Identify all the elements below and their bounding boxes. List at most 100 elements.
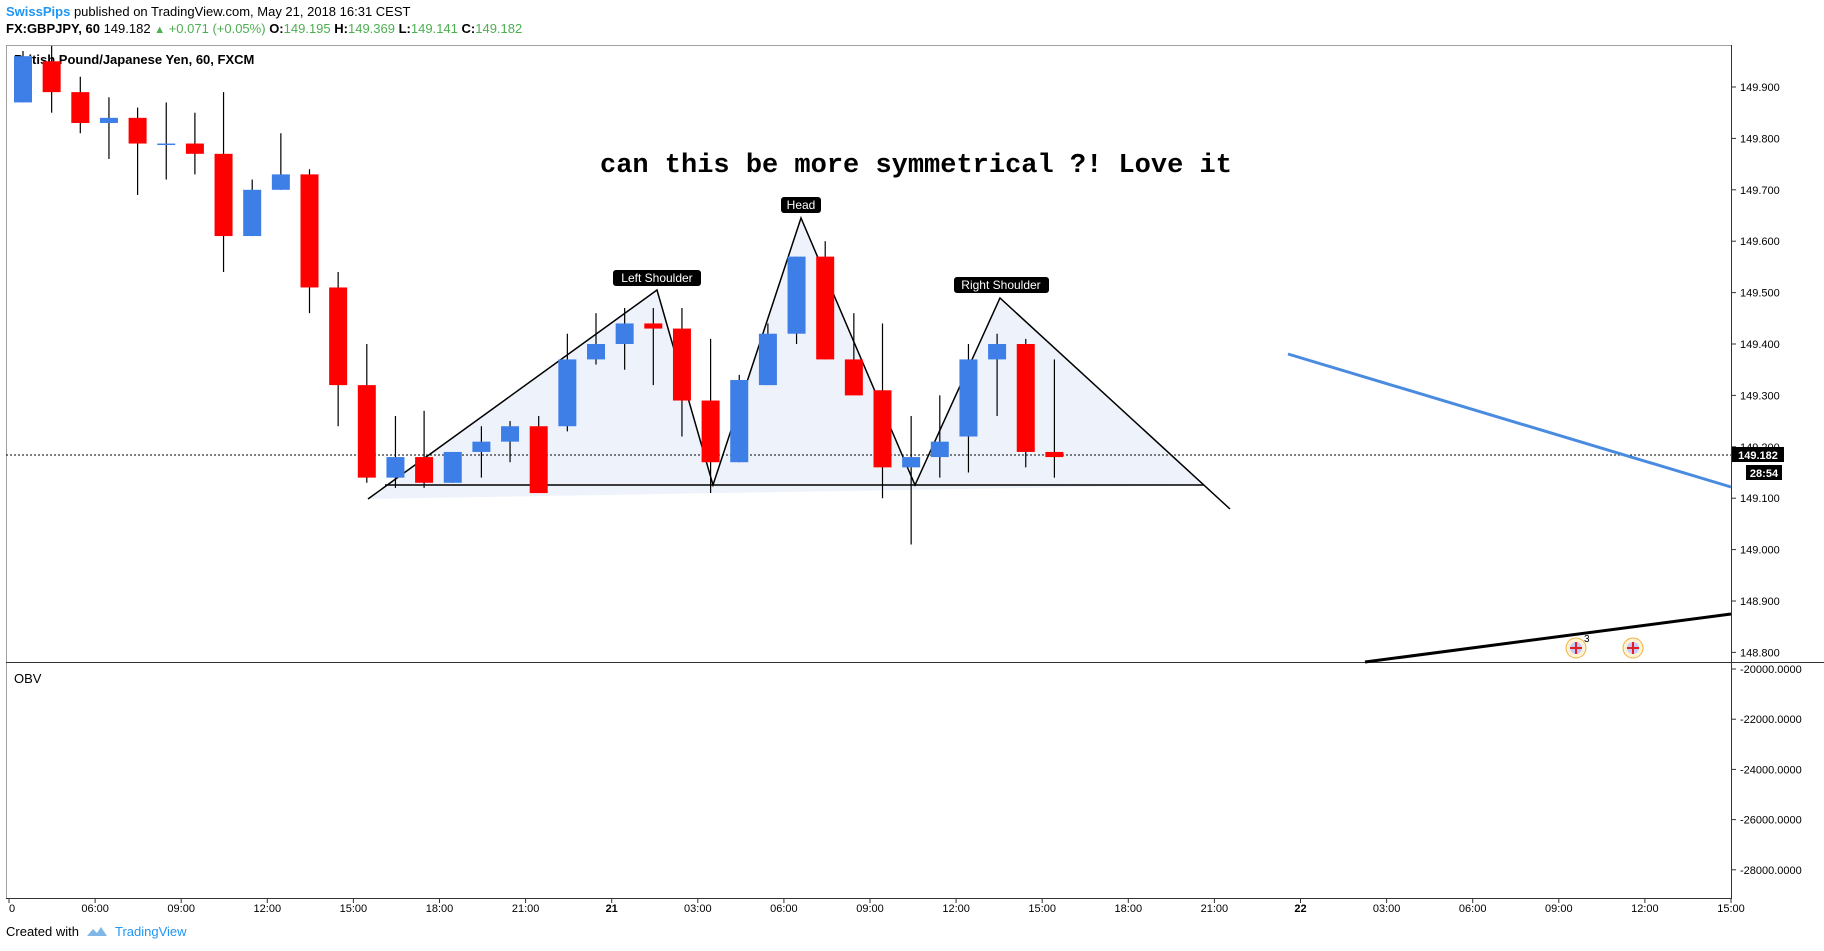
time-tick-label: 09:00 [1545,903,1573,915]
right-shoulder-text: Right Shoulder [961,278,1040,292]
time-tick-label: 15:00 [1028,903,1056,915]
price-axis[interactable]: 149.900 149.800 149.700 149.600 149.500 149.4… [1731,82,1780,659]
price-tick-label: 148.900 [1740,596,1780,608]
head-text: Head [787,198,816,212]
candle-body [329,287,348,386]
candle-body [271,174,290,190]
pattern-outline [367,215,1231,510]
candle [672,308,691,437]
candle-body [959,359,978,437]
candle [99,97,118,159]
time-tick-label: 06:00 [81,903,109,915]
time-tick-label: 0 [9,903,15,915]
candle [300,169,319,314]
candle-body [42,61,61,93]
price-tick-label: 149.500 [1740,288,1780,300]
candle [185,112,204,175]
time-tick-label: 09:00 [167,903,195,915]
candle [329,272,348,427]
published-text: published on TradingView.com, May 21, 20… [73,4,411,19]
candle-body [157,143,176,146]
high-value: 149.369 [347,21,395,36]
footer: Created with TradingView [6,924,187,939]
low-label: L: [398,21,411,36]
price-tick-label: 149.700 [1740,185,1780,197]
candle [988,333,1007,416]
tradingview-brand-link[interactable]: TradingView [114,924,187,939]
annotation-text: can this be more symmetrical ?! Love it [600,151,1232,181]
blue-trend-line[interactable] [1287,352,1732,489]
uk-flag-event-icon[interactable] [1622,637,1644,659]
candle-body [472,441,491,452]
candle-body [1016,344,1035,452]
black-trend-line[interactable] [1364,612,1732,664]
time-axis[interactable]: 0 06:00 09:00 12:00 15:00 18:00 21:00 21 03:00 06… [8,899,1745,915]
time-tick-label: 21 [606,903,618,915]
chart-title: British Pound/Japanese Yen, 60, FXCM [14,52,254,67]
candle-body [816,256,835,360]
candle-body [501,426,520,442]
candle-body [415,457,434,483]
time-tick-label: 06:00 [770,903,798,915]
candle [787,256,806,344]
candle [214,92,233,273]
candle-body [844,359,863,396]
obv-tick-label: -20000.0000 [1740,664,1802,676]
candle-body [71,92,90,123]
candle-body [529,426,548,494]
publisher-line: SwissPips published on TradingView.com, … [6,4,410,20]
price-tick-label: 149.900 [1740,82,1780,94]
open-label: O: [269,21,284,36]
candle-body [558,359,577,427]
candle-body [243,189,262,237]
time-tick-label: 03:00 [1373,903,1401,915]
svg-text:3: 3 [1584,634,1590,645]
tradingview-logo-icon [86,926,107,936]
candle-body [300,174,319,288]
candle-body [758,333,777,386]
candle [758,323,777,386]
candle-body [644,323,663,329]
candle-body [787,256,806,334]
obv-tick-label: -24000.0000 [1740,764,1802,776]
time-tick-label: 15:00 [340,903,368,915]
candle [271,133,290,190]
candle-body [214,153,233,237]
time-tick-label: 18:00 [1115,903,1143,915]
current-price-text: 149.182 [1738,450,1778,462]
author-link[interactable]: SwissPips [6,4,71,19]
candle-body [930,441,949,458]
candle [644,308,663,386]
up-arrow-icon: ▲ [154,24,166,36]
time-tick-label: 03:00 [684,903,712,915]
candle-body [443,451,462,483]
price-tick-label: 149.600 [1740,236,1780,248]
candle-body [386,457,405,478]
candle [501,421,520,463]
candle [14,51,32,103]
candle-body [730,379,749,463]
candle [472,426,491,478]
close-value: 149.182 [475,21,523,36]
candle-body [128,117,147,144]
candle [587,313,605,365]
time-tick-label: 21:00 [512,903,540,915]
time-tick-label: 22 [1294,903,1306,915]
candle [128,107,147,195]
obv-tick-label: -28000.0000 [1740,865,1802,877]
candle-body [99,117,118,123]
candle [902,415,921,545]
last-price: 149.182 [103,21,151,36]
obv-label: OBV [14,671,42,686]
symbol-quote-line: FX:GBPJPY, 60 149.182 ▲ +0.071 (+0.05%) … [6,21,522,37]
current-price-tag: 149.182 28:54 [1732,447,1784,480]
time-tick-label: 15:00 [1717,903,1745,915]
low-value: 149.141 [410,21,458,36]
time-tick-label: 12:00 [254,903,282,915]
time-tick-label: 12:00 [942,903,970,915]
candle [415,410,434,488]
uk-flag-event-icon[interactable]: 3 [1565,634,1590,659]
candle-body [988,344,1007,360]
price-tick-label: 149.300 [1740,390,1780,402]
